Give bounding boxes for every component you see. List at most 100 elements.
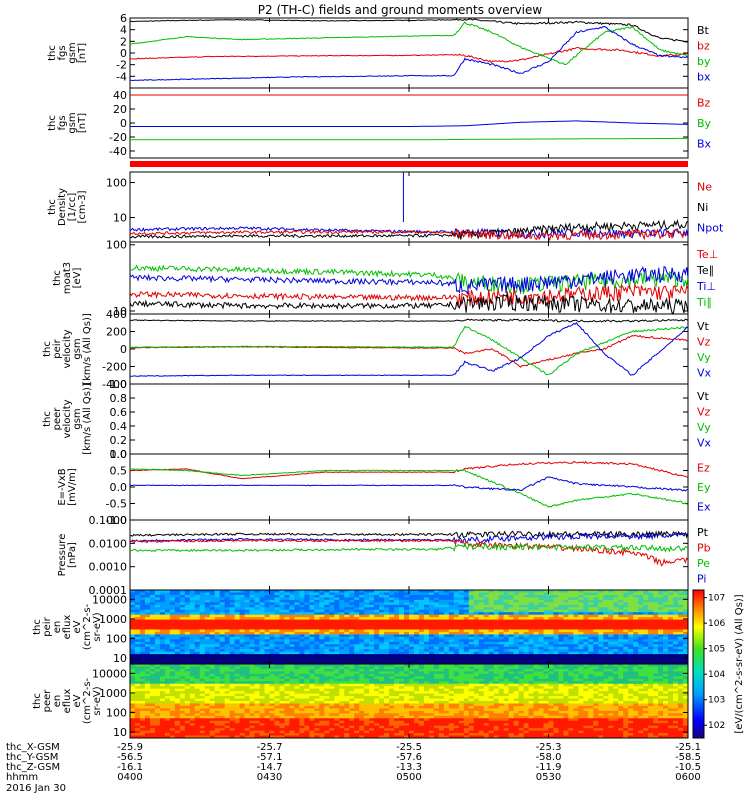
x-row-value: -57.1: [257, 752, 283, 763]
y-axis-label: Density: [57, 188, 68, 226]
y-tick-label: -400: [102, 378, 127, 391]
colorbar-tick: 102: [708, 721, 725, 731]
x-row-value: 0530: [536, 772, 561, 783]
legend-entry: Vt: [697, 390, 710, 403]
y-axis-label: eV: [72, 694, 83, 707]
y-tick-label: -1.0: [106, 514, 127, 527]
y-tick-label: 1.0: [110, 448, 128, 461]
x-row-value: -10.5: [675, 762, 701, 773]
colorbar-tick: 106: [708, 619, 725, 629]
legend-entry: bz: [697, 39, 710, 52]
status-bar: [130, 161, 688, 167]
spectrogram-peir_eflux: [130, 590, 689, 665]
y-tick-label: 10: [113, 652, 127, 665]
y-axis-label: gsm: [67, 42, 78, 63]
y-tick-label: 10: [113, 726, 127, 739]
y-tick-label: 100: [106, 177, 127, 190]
series-peir_velocity-Vz: [129, 334, 689, 368]
y-tick-label: 0.4: [110, 420, 128, 433]
panel-peir_velocity: 400 200 0 -200 -400 thc peir velocity gsm [km/s (…: [42, 308, 712, 391]
y-axis-label: [nT]: [77, 43, 88, 63]
y-tick-label: 200: [106, 326, 127, 339]
y-tick-label: -2: [116, 59, 127, 72]
series-density-Npot: [129, 226, 689, 240]
x-row-label: thc_Z-GSM: [6, 762, 60, 773]
x-row-value: -14.7: [257, 762, 283, 773]
legend-entry: Vz: [697, 405, 711, 418]
series-efield-Ex: [129, 476, 688, 492]
y-axis-label: [nPa]: [67, 542, 78, 568]
y-tick-label: -4: [116, 70, 127, 83]
y-axis-label: (cm^2-s-: [82, 677, 93, 724]
x-row-value: 0430: [257, 772, 282, 783]
y-axis-label: [eV]: [72, 268, 83, 289]
x-row-label: thc_Y-GSM: [6, 752, 58, 763]
legend-entry: Vx: [697, 436, 712, 449]
series-efield-Ez: [129, 460, 689, 480]
y-axis-label: peer: [52, 407, 63, 431]
y-axis-label: fgs: [57, 45, 68, 60]
legend-entry: Vt: [697, 320, 710, 333]
series-fgs-bz: [129, 47, 689, 64]
y-axis-label: en: [52, 621, 63, 634]
y-axis-label: E=-VxB: [57, 468, 68, 505]
colorbar-label: [eV/(cm^2-s-sr-eV) (All Qs)]: [734, 594, 745, 733]
legend-entry: Ez: [697, 462, 710, 475]
y-axis-label: en: [52, 695, 63, 708]
legend-entry: Npot: [697, 222, 724, 235]
panel-frame: [129, 313, 689, 385]
x-axis-annotation: thc_X-GSM -25.9 -25.7 -25.5 -25.3 -25.1 thc_Y-…: [6, 742, 701, 794]
y-tick-label: 1000: [99, 687, 127, 700]
x-row-value: -25.7: [257, 742, 283, 753]
y-axis-label: sr-eV): [92, 612, 103, 641]
date-label: 2016 Jan 30: [6, 783, 66, 794]
y-tick-label: 1.0: [110, 378, 128, 391]
panel-frame: [129, 17, 689, 89]
x-row-value: -25.3: [536, 742, 562, 753]
y-tick-label: 4: [120, 24, 127, 37]
x-row-value: -58.5: [675, 752, 701, 763]
y-axis-label: thc: [52, 270, 63, 286]
y-axis-label: thc: [47, 115, 58, 131]
y-axis-label: [km/s (All Qs)]: [82, 383, 93, 455]
legend-entry: Bx: [697, 138, 712, 151]
y-tick-label: 0: [120, 47, 127, 60]
series-efield-Ey: [129, 468, 688, 508]
series-fgs-Bt: [129, 18, 689, 43]
y-tick-label: 10000: [92, 593, 127, 606]
series-temperature-Ti∥: [129, 264, 689, 295]
legend-entry: Ey: [697, 481, 711, 494]
legend-entry: Te∥: [696, 264, 714, 277]
legend-entry: Pi: [697, 572, 706, 585]
x-row-value: 0400: [117, 772, 142, 783]
series-peir_velocity-Vt: [129, 318, 689, 323]
x-row-value: 0600: [675, 772, 700, 783]
y-tick-label: -20: [109, 131, 127, 144]
series-peir_velocity-Vy: [129, 325, 689, 376]
legend-entry: Bz: [697, 96, 711, 109]
y-axis-label: fgs: [57, 115, 68, 130]
legend-entry: bx: [697, 70, 711, 83]
series-pressure-Pt: [129, 530, 689, 539]
y-tick-label: -0.5: [106, 498, 127, 511]
panel-temperature: 100 10 thc moat3 [eV] Te⊥ Te∥ Ti⊥ Ti∥: [52, 239, 718, 318]
y-axis-label: Pressure: [57, 534, 68, 577]
y-tick-label: 0.0: [110, 448, 128, 461]
y-tick-label: 10000: [92, 667, 127, 680]
colorbar: [692, 589, 705, 739]
y-tick-label: 0.0010: [89, 561, 128, 574]
legend-entry: Ex: [697, 500, 711, 513]
legend-entry: by: [697, 55, 711, 68]
y-tick-label: 0.6: [110, 406, 128, 419]
panel-density: 100 10 thc Density [1/cc] [cm-3] Ne Ni Npot: [47, 171, 724, 243]
y-axis-label: [1/cc]: [67, 193, 78, 222]
y-tick-label: 0.0100: [89, 537, 128, 550]
y-tick-label: 0: [120, 343, 127, 356]
panel-efield: 1.0 0.5 0.0 -0.5 -1.0 E=-VxB [mV/m] Ez Ey Ex: [57, 448, 711, 527]
panel-frame: [129, 87, 689, 159]
y-axis-label: gsm: [72, 408, 83, 429]
